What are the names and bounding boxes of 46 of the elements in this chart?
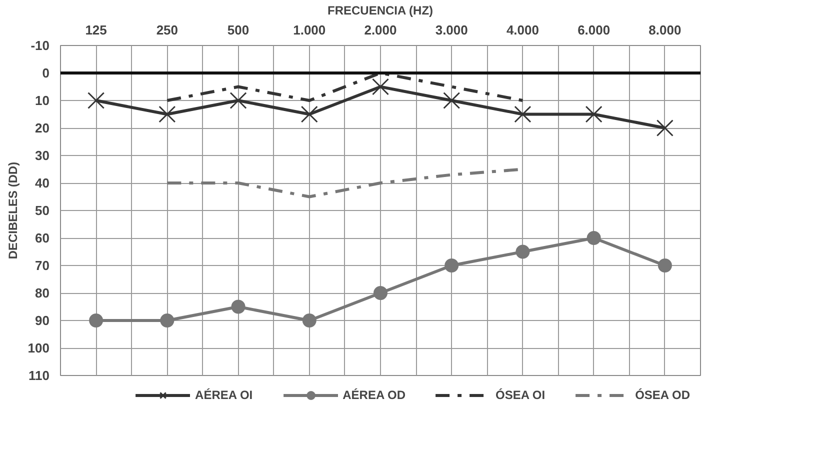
legend-label: AÉREA OD xyxy=(342,388,406,402)
y-tick-label: 80 xyxy=(35,286,50,300)
legend-label: ÓSEA OD xyxy=(635,388,690,402)
point xyxy=(444,258,459,272)
y-tick-label: 60 xyxy=(35,230,50,246)
y-tick-label: 90 xyxy=(35,313,50,328)
y-tick-label: 30 xyxy=(35,148,50,163)
point xyxy=(372,78,390,96)
point xyxy=(443,92,460,110)
y-tick-label: 100 xyxy=(28,340,50,356)
point xyxy=(231,300,246,314)
point xyxy=(514,106,532,123)
y-tick-label: 110 xyxy=(28,368,50,383)
y-tick-label: 10 xyxy=(35,93,50,108)
point xyxy=(300,106,318,123)
point xyxy=(516,244,530,259)
point xyxy=(158,106,176,123)
x-tick-label: 2.000 xyxy=(364,22,397,38)
x-tick-label: 500 xyxy=(227,22,250,38)
y-tick-label: 0 xyxy=(42,66,50,80)
point xyxy=(302,314,316,328)
y-tick-label: 50 xyxy=(35,203,50,218)
x-tick-label: 4.000 xyxy=(506,22,540,38)
x-tick-label: 8.000 xyxy=(648,22,682,38)
legend-label: AÉREA OI xyxy=(195,388,253,402)
x-axis-title: FRECUENCIA (HZ) xyxy=(328,4,434,18)
x-tick-label: 6.000 xyxy=(578,22,610,38)
point xyxy=(374,286,388,300)
x-tick-label: 125 xyxy=(85,22,107,38)
point xyxy=(585,106,602,123)
y-tick-label: -10 xyxy=(30,38,50,53)
point xyxy=(586,231,601,245)
point xyxy=(89,314,104,328)
y-tick-label: 70 xyxy=(35,258,50,273)
y-axis-title: DECIBELES (DD) xyxy=(6,162,20,260)
point xyxy=(230,92,247,110)
legend-label: ÓSEA OI xyxy=(496,388,546,402)
x-tick-label: 1.000 xyxy=(293,22,326,38)
point xyxy=(88,92,105,110)
x-tick-label: 250 xyxy=(156,22,178,38)
point xyxy=(658,258,672,272)
point xyxy=(656,119,674,137)
y-tick-label: 20 xyxy=(35,120,50,136)
y-tick-label: 40 xyxy=(35,176,50,190)
x-tick-label: 3.000 xyxy=(435,22,468,38)
point xyxy=(160,314,174,328)
